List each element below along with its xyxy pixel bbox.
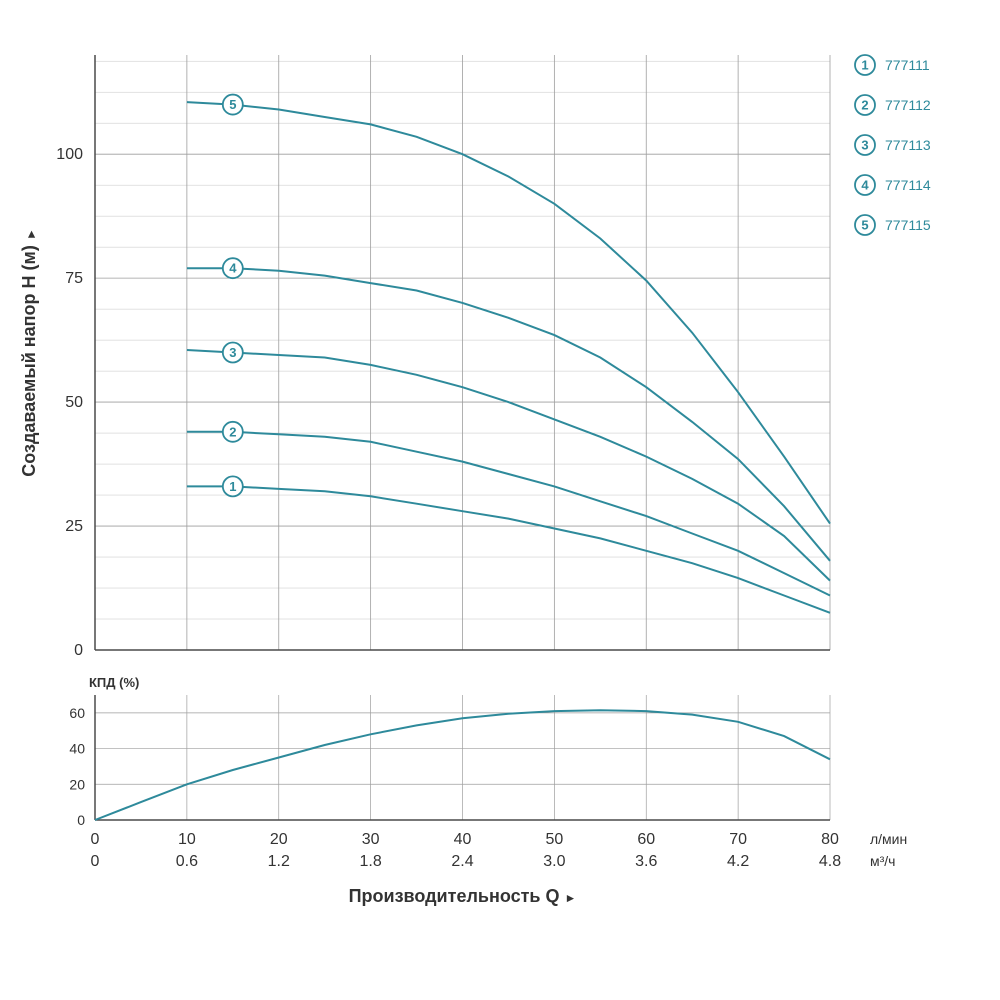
y-tick-label: 25: [65, 518, 83, 535]
x-tick-lmin: 80: [821, 831, 839, 848]
main-head-chart: 0 25 50 75 100 Создаваемый напор H (м) ► 1 2 3 4 5: [19, 55, 830, 659]
x-tick-m3h: 1.8: [360, 853, 382, 870]
x-tick-lmin: 30: [362, 831, 380, 848]
y-tick-label: 50: [65, 394, 83, 411]
eff-ytick: 20: [69, 776, 85, 792]
legend-marker-id: 5: [861, 218, 868, 233]
x-tick-m3h: 4.2: [727, 853, 749, 870]
curve-4: [187, 268, 830, 561]
legend-label: 777111: [885, 57, 930, 73]
legend-marker-id: 3: [861, 138, 868, 153]
eff-ytick: 40: [69, 741, 85, 757]
curve-5: [187, 102, 830, 523]
curve-marker-label: 4: [229, 261, 237, 276]
x-tick-m3h: 1.2: [268, 853, 290, 870]
x-tick-lmin: 70: [729, 831, 747, 848]
x-tick-m3h: 4.8: [819, 853, 841, 870]
x-unit-m3h: м³/ч: [870, 853, 895, 869]
legend-marker-id: 2: [861, 98, 868, 113]
efficiency-chart: 0 20 40 60 КПД (%): [69, 675, 830, 828]
eff-ytick: 60: [69, 705, 85, 721]
x-tick-lmin: 40: [454, 831, 472, 848]
y-tick-label: 75: [65, 270, 83, 287]
x-tick-m3h: 3.0: [543, 853, 565, 870]
legend-label: 777115: [885, 217, 931, 233]
curve-marker-label: 3: [229, 345, 236, 360]
x-tick-lmin: 60: [637, 831, 655, 848]
y-axis-label: Создаваемый напор H (м) ►: [19, 228, 39, 476]
x-tick-lmin: 50: [545, 831, 563, 848]
x-tick-m3h: 0: [91, 853, 100, 870]
legend-label: 777113: [885, 137, 931, 153]
efficiency-label: КПД (%): [89, 675, 139, 690]
x-tick-lmin: 20: [270, 831, 288, 848]
x-unit-lmin: л/мин: [870, 831, 907, 847]
legend-label: 777112: [885, 97, 931, 113]
pump-chart: 0255075100Создаваемый напор H (м) ►12345…: [0, 0, 1000, 1000]
legend-marker-id: 1: [861, 58, 868, 73]
x-axis-label: Производительность Q ►: [349, 886, 577, 906]
x-axis: 0 0 10 0.6 20 1.2 30 1.8 40 2.4 50 3.0 60 3.6 70 4.2 80 4…: [91, 831, 908, 906]
y-tick-label: 0: [74, 642, 83, 659]
curve-3: [187, 350, 830, 581]
eff-ytick: 0: [77, 812, 85, 828]
y-tick-label: 100: [56, 146, 83, 163]
legend: 1 777111 2 777112 3 777113 4 777114 5 777115: [855, 55, 931, 235]
x-tick-m3h: 3.6: [635, 853, 657, 870]
x-tick-lmin: 0: [91, 831, 100, 848]
curve-marker-label: 2: [229, 424, 236, 439]
curve-marker-label: 5: [229, 97, 236, 112]
x-tick-m3h: 0.6: [176, 853, 198, 870]
curve-marker-label: 1: [229, 479, 236, 494]
x-tick-lmin: 10: [178, 831, 196, 848]
x-tick-m3h: 2.4: [451, 853, 473, 870]
legend-marker-id: 4: [861, 178, 869, 193]
legend-label: 777114: [885, 177, 931, 193]
